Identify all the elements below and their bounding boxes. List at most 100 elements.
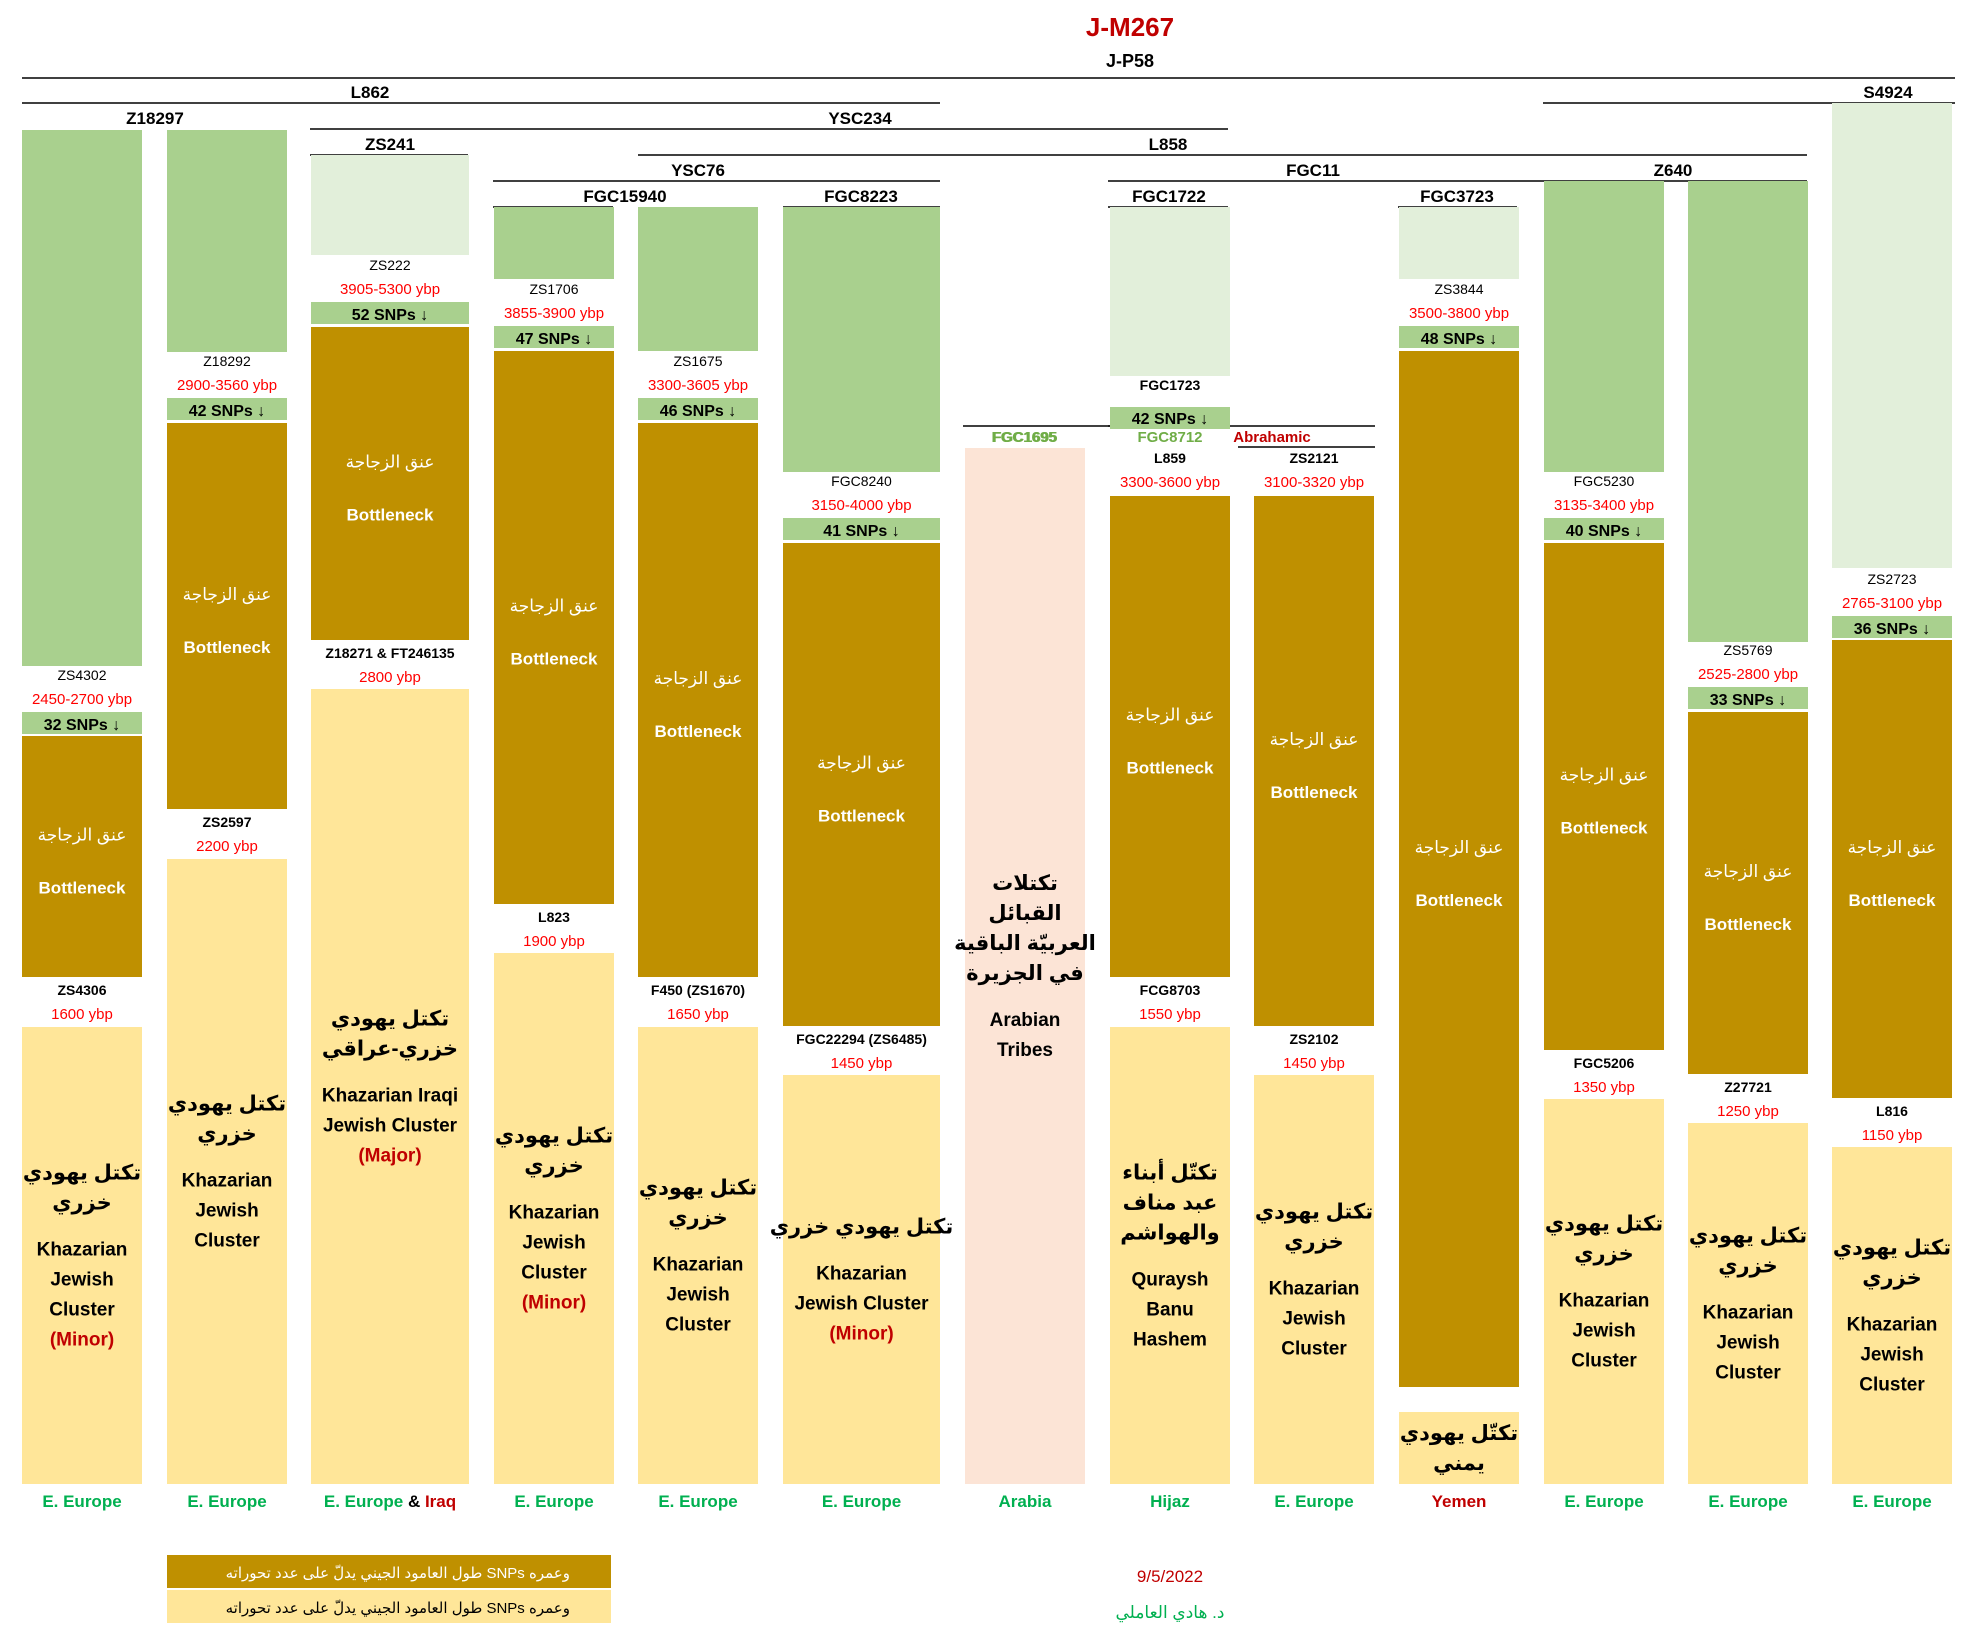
tree-node-label: FGC11 — [1286, 161, 1340, 180]
legend-swatch — [167, 1555, 611, 1588]
top-snp-label: ZS222 — [369, 257, 410, 273]
top-snp-label: FGC8240 — [831, 473, 892, 489]
cluster-arabic-line: عبد مناف — [1123, 1192, 1218, 1215]
tree-node-label: FGC3723 — [1420, 187, 1494, 206]
arab-bar — [965, 448, 1085, 1484]
cluster-bar — [638, 1027, 758, 1484]
tmrca-snp-label: Z27721 — [1724, 1079, 1772, 1095]
snp-count-label: 33 SNPs ↓ — [1710, 692, 1786, 709]
column-1: Z18292 2900-3560 ybp 42 SNPs ↓ عنق الزجاجة B… — [167, 130, 287, 1511]
cluster-english-line: Quraysh — [1131, 1270, 1208, 1291]
region-label: E. Europe & Iraq — [324, 1492, 456, 1511]
snp-count-box — [1832, 616, 1952, 638]
bottleneck-arabic-label: عنق الزجاجة — [346, 453, 435, 472]
cluster-english-line: Hashem — [1133, 1330, 1207, 1351]
region-label: E. Europe — [822, 1492, 901, 1511]
cluster-english-line: Khazarian — [1269, 1279, 1360, 1300]
top-age-label: 3905-5300 ybp — [340, 281, 440, 298]
cluster-bar — [494, 953, 614, 1484]
cluster-arabic-line: تكتل يهودي — [1255, 1201, 1373, 1225]
cluster-english-line: Jewish — [1572, 1321, 1635, 1342]
top-snp-label: ZS2121 — [1289, 450, 1338, 466]
snp-count-box — [1688, 687, 1808, 709]
column-5: FGC8240 3150-4000 ybp 41 SNPs ↓ عنق الزجاجة… — [770, 207, 954, 1511]
cluster-english-line: Jewish — [195, 1201, 258, 1222]
tmrca-snp-label: FGC22294 (ZS6485) — [796, 1031, 927, 1047]
top-snp-label: ZS1675 — [673, 353, 722, 369]
tree-node-label: FGC8223 — [824, 187, 898, 206]
bottleneck-english-label: Bottleneck — [1849, 891, 1936, 910]
bottleneck-arabic-label: عنق الزجاجة — [1270, 730, 1359, 749]
column-7: FGC1723 42 SNPs ↓ L859 3300-3600 ybp عنق الز… — [1110, 207, 1230, 1511]
snp-count-label: 36 SNPs ↓ — [1854, 621, 1930, 638]
snp-count-label: 52 SNPs ↓ — [352, 307, 428, 324]
tree-node-label: ZS241 — [365, 135, 415, 154]
tmrca-snp-label: L823 — [538, 909, 570, 925]
region-label: E. Europe — [187, 1492, 266, 1511]
tree-node-label: FGC1695 — [991, 429, 1056, 446]
cluster-english-line: Jewish — [1716, 1333, 1779, 1354]
snp-count-label: 46 SNPs ↓ — [660, 403, 736, 420]
bottleneck-bar — [167, 423, 287, 809]
tree-node-label: YSC76 — [671, 161, 725, 180]
top-age-label: 2900-3560 ybp — [177, 377, 277, 394]
tmrca-snp-label: ZS4306 — [57, 982, 106, 998]
tmrca-snp-label: FCG8703 — [1140, 982, 1201, 998]
bottleneck-bar — [783, 543, 940, 1026]
tree-node-label: L862 — [351, 83, 390, 102]
snp-count-box — [167, 398, 287, 420]
snp-age-bar — [638, 207, 758, 351]
bottleneck-bar — [1110, 496, 1230, 977]
cluster-english-line: Khazarian — [653, 1255, 744, 1276]
bottleneck-english-label: Bottleneck — [1271, 783, 1358, 802]
tmrca-age-label: 1450 ybp — [1283, 1055, 1345, 1072]
bottleneck-arabic-label: عنق الزجاجة — [817, 754, 906, 773]
cluster-english-line: Jewish Cluster — [323, 1116, 458, 1137]
chart-title: J-M267 — [1086, 12, 1174, 42]
region-part: E. Europe — [324, 1492, 403, 1511]
tmrca-snp-label: Z18271 & FT246135 — [325, 645, 454, 661]
cluster-bar — [167, 859, 287, 1484]
cluster-arabic-line: تكتل يهودي خزري — [770, 1216, 954, 1240]
cluster-arabic-line: يمني — [1433, 1452, 1485, 1475]
cluster-arabic-line: خزري — [1574, 1243, 1634, 1267]
tmrca-age-label: 1900 ybp — [523, 933, 585, 950]
cluster-bar — [783, 1075, 940, 1484]
snp-count-box — [311, 302, 469, 324]
column-11: ZS5769 2525-2800 ybp 33 SNPs ↓ عنق الزجاجة B… — [1688, 181, 1808, 1511]
tree-node-label: L858 — [1149, 135, 1188, 154]
cluster-english-line: Arabian — [990, 1010, 1061, 1031]
tmrca-snp-label: FGC5206 — [1574, 1055, 1635, 1071]
cluster-arabic-line: تكتل يهودي — [1833, 1237, 1951, 1261]
bottleneck-arabic-label: عنق الزجاجة — [510, 597, 599, 616]
cluster-english-line: Khazarian — [1847, 1315, 1938, 1336]
cluster-bar — [1832, 1147, 1952, 1484]
bottleneck-bar — [1544, 543, 1664, 1050]
cluster-english-line: Cluster — [49, 1300, 115, 1321]
tree-lines: L862 Z18297 YSC234 ZS241 L858 YSC76 FGC11 Z640 S… — [22, 77, 1955, 448]
column-4: ZS1675 3300-3605 ybp 46 SNPs ↓ عنق الزجاجة B… — [638, 207, 758, 1511]
bottleneck-arabic-label: عنق الزجاجة — [1560, 766, 1649, 785]
region-label: E. Europe — [658, 1492, 737, 1511]
snp-age-bar — [783, 207, 940, 472]
snp-count-label: 42 SNPs ↓ — [189, 403, 265, 420]
cluster-arabic-line: تكتل يهودي — [1545, 1213, 1663, 1237]
arab-top-snp: FGC1695 — [992, 429, 1057, 446]
cluster-english-line: Khazarian — [1703, 1303, 1794, 1324]
bottleneck-english-label: Bottleneck — [39, 879, 126, 898]
bottleneck-english-label: Bottleneck — [184, 638, 271, 657]
column-10: FGC5230 3135-3400 ybp 40 SNPs ↓ عنق الزجاجة… — [1544, 181, 1664, 1511]
cluster-english-line: Jewish — [666, 1285, 729, 1306]
snp-count-box — [494, 326, 614, 348]
bottleneck-english-label: Bottleneck — [655, 722, 742, 741]
top-age-label: 2765-3100 ybp — [1842, 595, 1942, 612]
cluster-english-line: Khazarian — [37, 1240, 128, 1261]
snp-age-bar — [1399, 207, 1519, 279]
tree-node-label: Abrahamic — [1233, 429, 1311, 446]
cluster-bar — [1254, 1075, 1374, 1484]
tmrca-snp-label: ZS2597 — [202, 814, 251, 830]
tmrca-age-label: 1350 ybp — [1573, 1079, 1635, 1096]
snp-age-bar — [311, 155, 469, 255]
tmrca-snp-label: F450 (ZS1670) — [651, 982, 745, 998]
snp-count-box — [783, 518, 940, 540]
